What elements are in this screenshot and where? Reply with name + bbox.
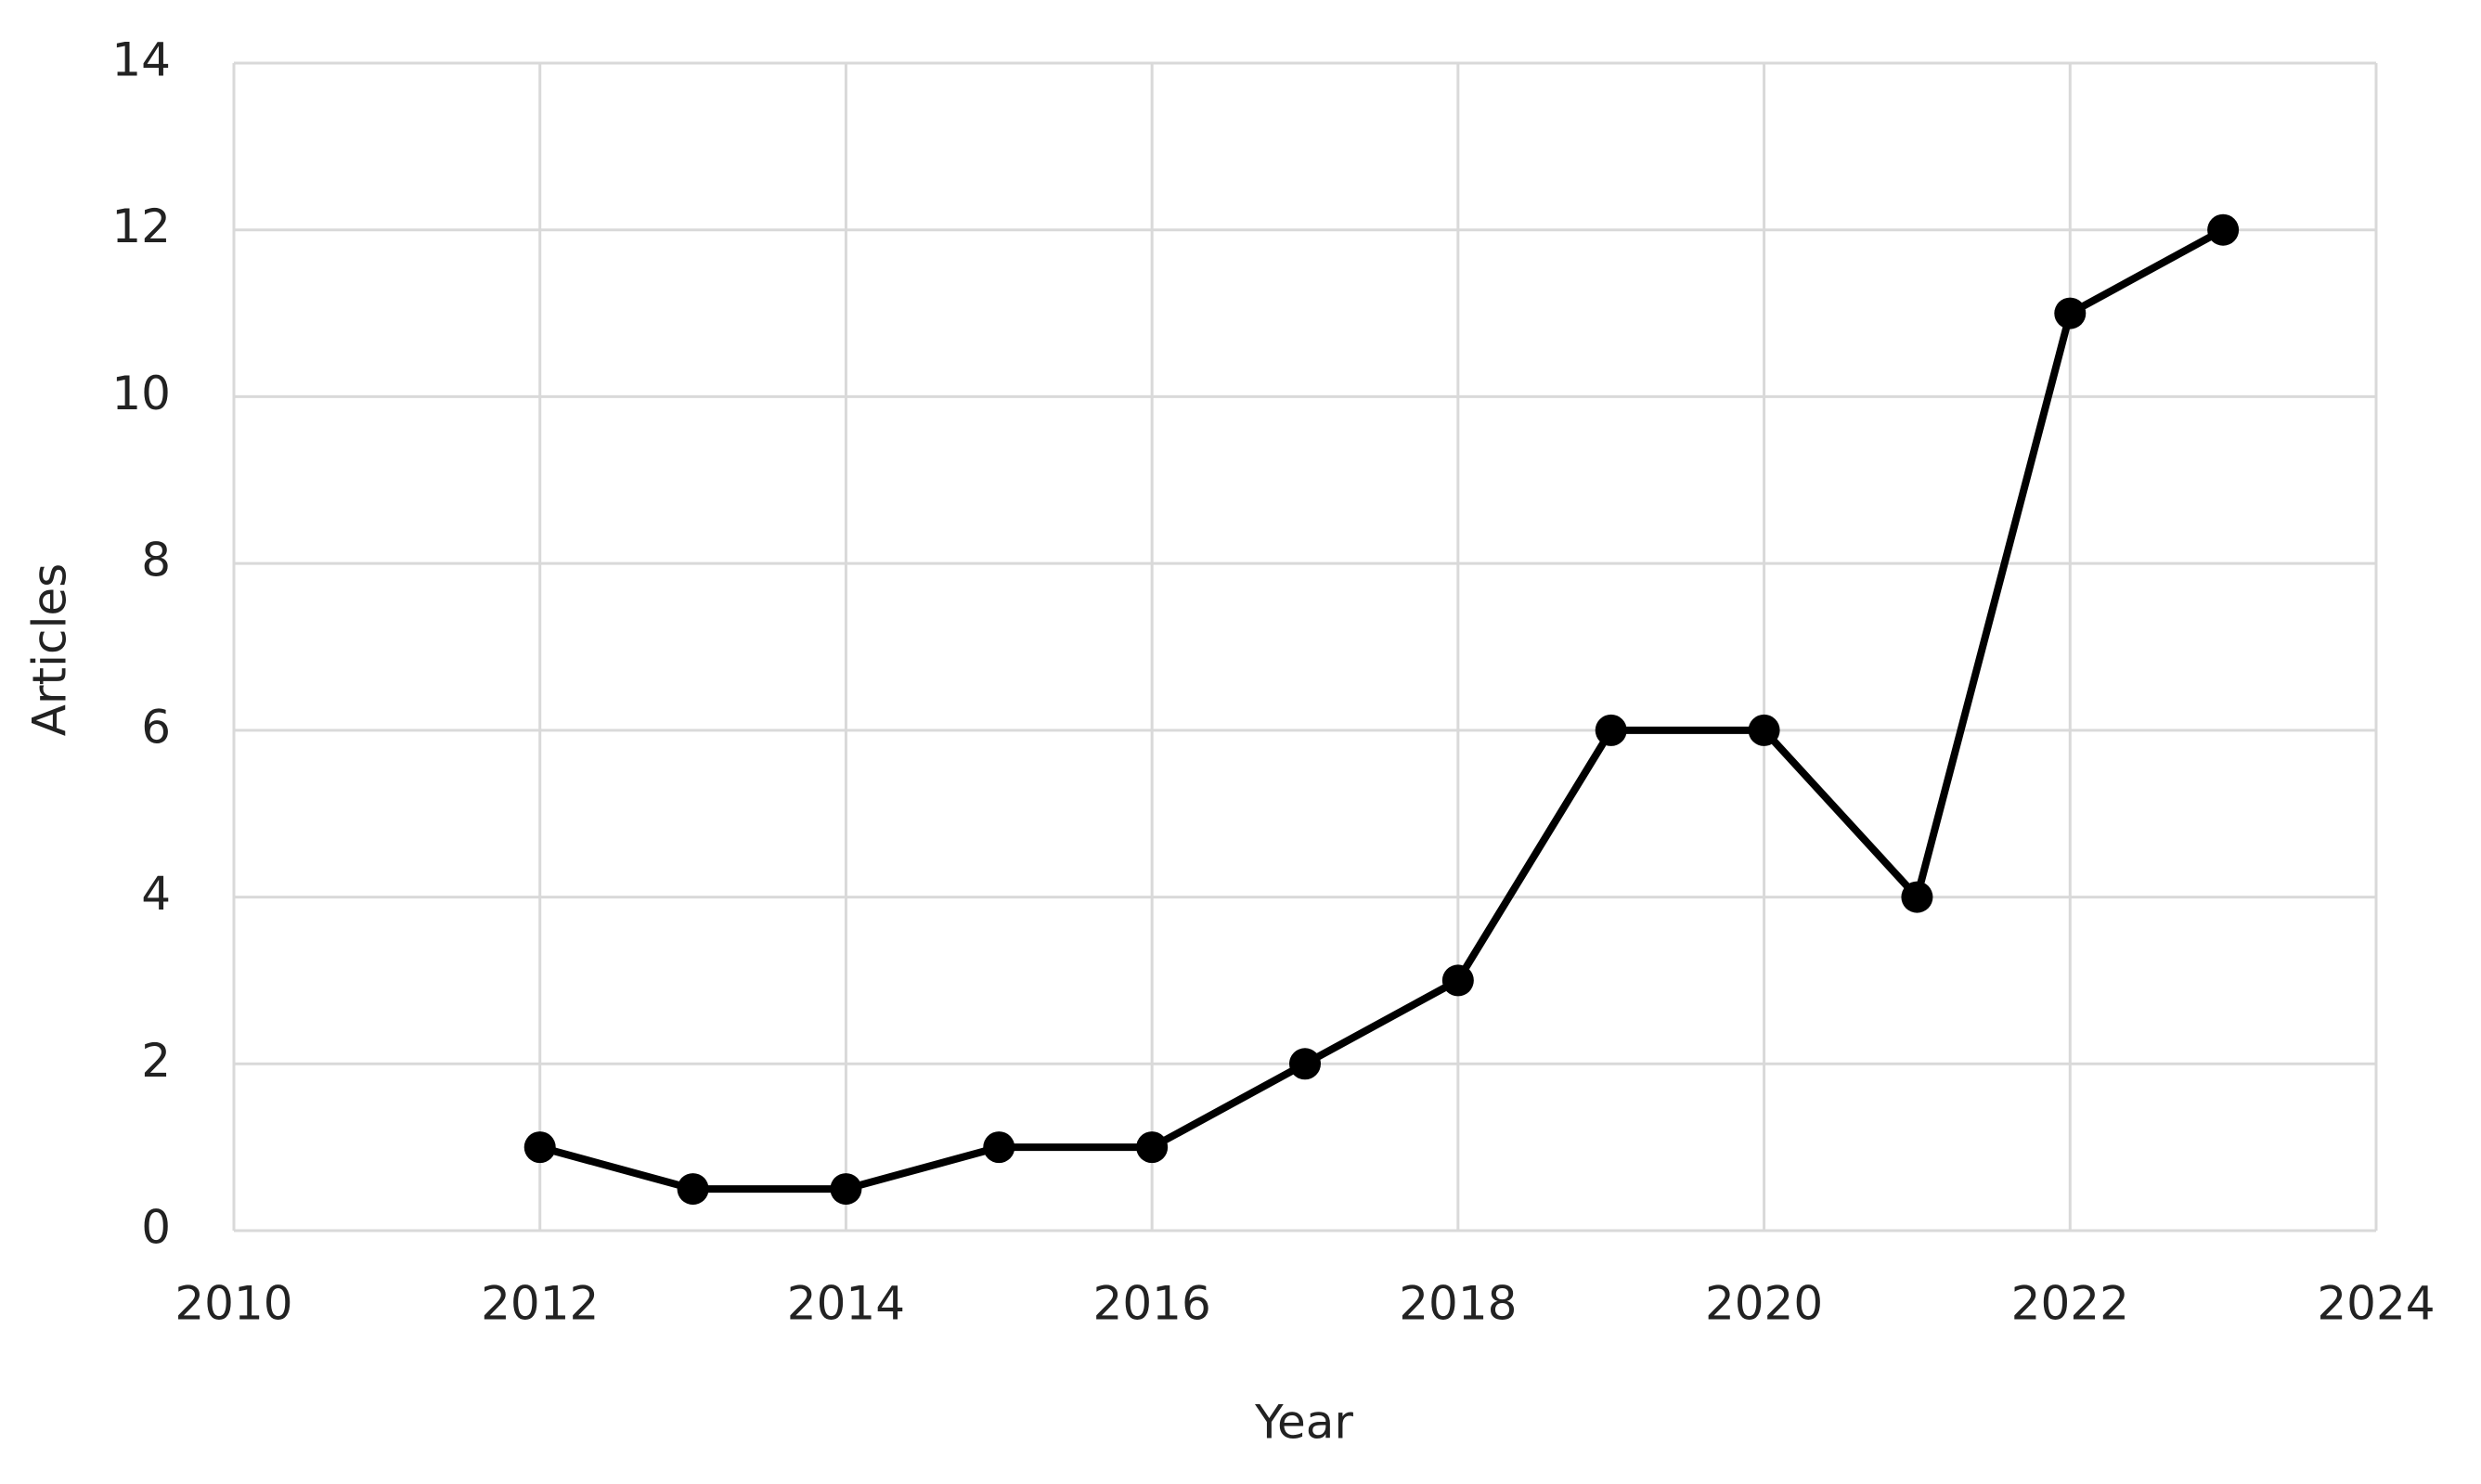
y-axis-label: Articles bbox=[23, 563, 77, 736]
point bbox=[2054, 297, 2087, 329]
x-tick-label: 2016 bbox=[1093, 1277, 1211, 1331]
point bbox=[677, 1173, 709, 1206]
y-tick-label: 10 bbox=[111, 367, 171, 420]
y-tick-label: 4 bbox=[141, 867, 171, 921]
x-tick-label: 2020 bbox=[1705, 1277, 1823, 1331]
point bbox=[1901, 881, 1933, 913]
point bbox=[1136, 1131, 1169, 1164]
x-tick-label: 2012 bbox=[481, 1277, 599, 1331]
y-tick-label: 6 bbox=[141, 700, 171, 754]
x-tick-label: 2022 bbox=[2011, 1277, 2129, 1331]
x-tick-label: 2010 bbox=[174, 1277, 292, 1331]
y-tick-label: 14 bbox=[111, 33, 171, 87]
x-tick-label: 2024 bbox=[2317, 1277, 2435, 1331]
point bbox=[2207, 213, 2240, 246]
y-tick-label: 2 bbox=[141, 1034, 171, 1088]
line bbox=[538, 226, 2226, 1194]
x-tick-label: 2014 bbox=[787, 1277, 905, 1331]
point bbox=[1595, 714, 1627, 746]
y-tick-label: 8 bbox=[141, 534, 171, 587]
point bbox=[1289, 1048, 1321, 1080]
point bbox=[983, 1131, 1015, 1164]
y-tick-label: 0 bbox=[141, 1201, 171, 1255]
point bbox=[1441, 964, 1474, 997]
point bbox=[523, 1131, 556, 1164]
point bbox=[1748, 714, 1780, 746]
y-tick-label: 12 bbox=[111, 200, 171, 253]
x-axis-label: Year bbox=[1254, 1396, 1353, 1450]
point bbox=[830, 1173, 862, 1206]
x-tick-label: 2018 bbox=[1399, 1277, 1517, 1331]
